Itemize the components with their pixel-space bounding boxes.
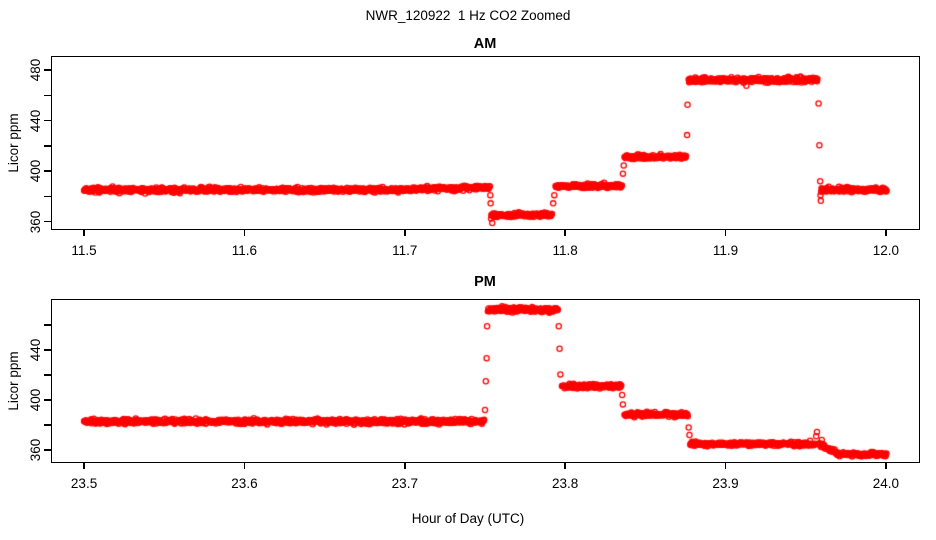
x-tick-label: 23.8: [552, 476, 579, 491]
y-tick-mark: [44, 119, 51, 122]
x-tick-mark: [83, 462, 85, 469]
x-tick-label: 11.6: [231, 243, 258, 258]
y-tick-mark: [44, 195, 51, 198]
y-tick-mark: [44, 145, 51, 147]
y-tick-mark: [44, 324, 51, 326]
y-tick-label: 440: [28, 109, 43, 132]
x-tick-label: 23.9: [712, 476, 739, 491]
x-tick-mark: [404, 229, 406, 236]
y-tick-label: 440: [28, 338, 43, 362]
x-tick-mark: [243, 462, 246, 469]
y-tick-mark: [44, 399, 51, 401]
y-tick-mark: [44, 170, 51, 172]
pm-panel-title: PM: [474, 274, 496, 290]
y-tick-label: 360: [28, 438, 43, 462]
y-tick-mark: [44, 94, 51, 97]
y-tick-mark: [44, 349, 51, 351]
x-tick-label: 11.9: [712, 243, 739, 258]
y-tick-label: 360: [28, 210, 43, 233]
x-tick-mark: [404, 462, 406, 469]
y-tick-mark: [44, 424, 51, 426]
x-tick-mark: [564, 462, 566, 469]
y-tick-mark: [44, 69, 51, 71]
x-tick-label: 23.6: [231, 476, 258, 491]
x-axis-label: Hour of Day (UTC): [411, 511, 525, 526]
x-tick-mark: [885, 229, 887, 236]
y-tick-label: 400: [28, 388, 43, 412]
y-tick-mark: [44, 220, 51, 223]
x-tick-mark: [724, 462, 727, 469]
am-scatter-canvas: [52, 57, 918, 228]
x-tick-mark: [83, 229, 85, 236]
x-tick-label: 11.5: [71, 243, 97, 258]
y-tick-mark: [44, 449, 51, 451]
x-tick-label: 11.8: [552, 243, 578, 258]
y-tick-label: 400: [28, 159, 43, 183]
x-tick-mark: [243, 229, 246, 236]
x-tick-mark: [564, 229, 566, 236]
y-tick-label: 480: [28, 58, 43, 82]
x-tick-label: 23.5: [70, 476, 98, 491]
x-tick-mark: [724, 229, 727, 236]
x-tick-mark: [885, 462, 887, 469]
x-tick-label: 11.7: [392, 243, 418, 258]
x-tick-label: 12.0: [872, 243, 900, 258]
x-tick-label: 24.0: [872, 476, 900, 491]
x-tick-label: 23.7: [391, 476, 418, 491]
pm-scatter-canvas: [52, 300, 918, 461]
figure-title: NWR_120922 1 Hz CO2 Zoomed: [365, 8, 571, 23]
am-y-axis-label: Licor ppm: [6, 112, 21, 173]
pm-y-axis-label: Licor ppm: [6, 350, 21, 411]
y-tick-mark: [44, 374, 51, 376]
am-panel-title: AM: [473, 36, 497, 52]
